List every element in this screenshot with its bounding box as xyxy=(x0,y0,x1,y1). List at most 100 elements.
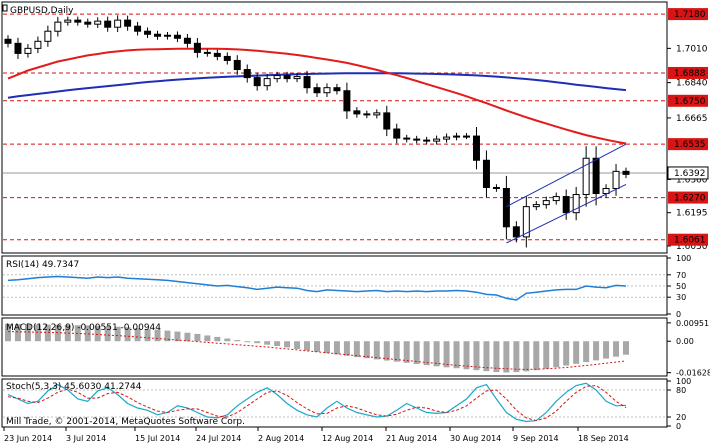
macd-bar xyxy=(284,341,291,348)
candle-body xyxy=(343,90,351,112)
candle-body xyxy=(173,34,181,39)
macd-bar xyxy=(513,341,520,373)
date-tick-label: 23 Jun 2014 xyxy=(4,434,52,443)
candle-body xyxy=(134,25,142,32)
date-tick-label: 15 Jul 2014 xyxy=(135,434,180,443)
candle-body xyxy=(74,19,82,23)
candle-body xyxy=(413,138,421,141)
macd-bar xyxy=(473,341,480,371)
macd-bar xyxy=(214,336,221,342)
candle-body xyxy=(144,30,152,35)
macd-bar xyxy=(363,341,370,359)
candle-body xyxy=(253,77,261,87)
candle-body xyxy=(323,87,331,94)
copyright-text: Mill Trade, © 2001-2014, MetaQuotes Soft… xyxy=(6,417,245,427)
ma-fast-line xyxy=(7,47,627,145)
candle-body xyxy=(203,51,211,54)
candle-body xyxy=(44,30,52,42)
macd-bar xyxy=(553,341,560,368)
stoch-signal-line xyxy=(7,384,627,422)
candle-body xyxy=(54,21,62,32)
candle-body xyxy=(363,113,371,116)
macd-bar xyxy=(94,325,101,342)
level-label-box xyxy=(668,66,708,79)
level-labels: 1.7180 1.6888 1.6750 1.6535 1.6270 1.6061 1.63… xyxy=(667,8,709,246)
main-pane-frame xyxy=(1,1,668,254)
macd-bar xyxy=(14,324,21,342)
candle-body xyxy=(313,87,321,94)
macd-pane: 0.00951 0.00 -0.01628 xyxy=(5,319,710,378)
macd-bar xyxy=(353,341,360,358)
macd-bar xyxy=(573,341,580,364)
macd-signal-line xyxy=(7,331,627,370)
macd-bar xyxy=(34,324,41,342)
level-label: 1.6750 xyxy=(674,97,706,107)
stoch-pane-frame xyxy=(1,378,668,428)
macd-bar xyxy=(134,328,141,342)
candle-body xyxy=(582,157,590,196)
candle-body xyxy=(552,196,560,202)
rsi-level-label: 70 xyxy=(676,271,686,280)
price-series xyxy=(7,47,627,145)
macd-bar xyxy=(393,341,400,362)
candle-body xyxy=(433,138,441,142)
macd-bar xyxy=(304,341,311,351)
candle-body xyxy=(592,157,600,195)
candle-body xyxy=(443,136,451,140)
candle-body xyxy=(423,139,431,142)
macd-axis-label: 0.00 xyxy=(676,337,694,346)
macd-bar xyxy=(533,341,540,371)
macd-bar xyxy=(194,333,201,342)
candle-body xyxy=(373,112,381,116)
macd-bar xyxy=(24,324,31,342)
macd-bar xyxy=(523,341,530,372)
candle-body xyxy=(502,187,510,228)
channel-lower-line xyxy=(506,184,627,244)
candle-body xyxy=(263,78,271,87)
candle-body xyxy=(333,87,341,92)
macd-bar xyxy=(124,327,131,342)
candle-body xyxy=(283,75,291,80)
level-label: 1.6061 xyxy=(674,236,706,246)
price-tick-label: 1.6840 xyxy=(676,79,708,89)
macd-bar xyxy=(264,341,271,345)
candle-body xyxy=(393,128,401,139)
candle-body xyxy=(602,187,610,195)
candle-body xyxy=(183,37,191,44)
macd-bar xyxy=(5,323,11,342)
level-label-box xyxy=(668,191,708,204)
candle-body xyxy=(14,42,22,54)
stoch-level-label: 100 xyxy=(676,377,691,386)
current-price-label: 1.6392 xyxy=(674,169,706,179)
date-tick-label: 2 Aug 2014 xyxy=(258,434,304,443)
macd-bar xyxy=(613,341,620,357)
price-tick-label: 1.6360 xyxy=(676,175,708,185)
candle-body xyxy=(572,194,580,214)
stoch-level-label: 80 xyxy=(676,386,686,395)
macd-bar xyxy=(373,341,380,360)
price-tick-label: 1.6665 xyxy=(676,114,708,124)
date-tick-label: 9 Sep 2014 xyxy=(513,434,559,443)
macd-bar xyxy=(174,331,181,342)
date-tick-label: 30 Aug 2014 xyxy=(450,434,501,443)
candle-body xyxy=(273,75,281,80)
stoch-header: Stoch(5,3,3) 45.6030 41.2744 xyxy=(6,382,142,392)
macd-bar xyxy=(583,341,590,363)
macd-bar xyxy=(423,341,430,366)
candle-body xyxy=(303,76,311,89)
date-tick-label: 24 Jul 2014 xyxy=(196,434,241,443)
macd-bar xyxy=(333,341,340,355)
macd-axis-label: -0.01628 xyxy=(676,369,710,378)
macd-bar xyxy=(114,326,121,342)
macd-bar xyxy=(154,329,161,342)
macd-bar xyxy=(274,341,281,347)
macd-bar xyxy=(543,341,550,369)
level-label-box xyxy=(668,8,708,21)
candle-body xyxy=(114,19,122,28)
candle-body xyxy=(512,226,520,238)
candle-body xyxy=(463,135,471,138)
date-tick-label: 21 Aug 2014 xyxy=(386,434,437,443)
price-channel xyxy=(506,143,627,244)
macd-bar xyxy=(433,341,440,367)
